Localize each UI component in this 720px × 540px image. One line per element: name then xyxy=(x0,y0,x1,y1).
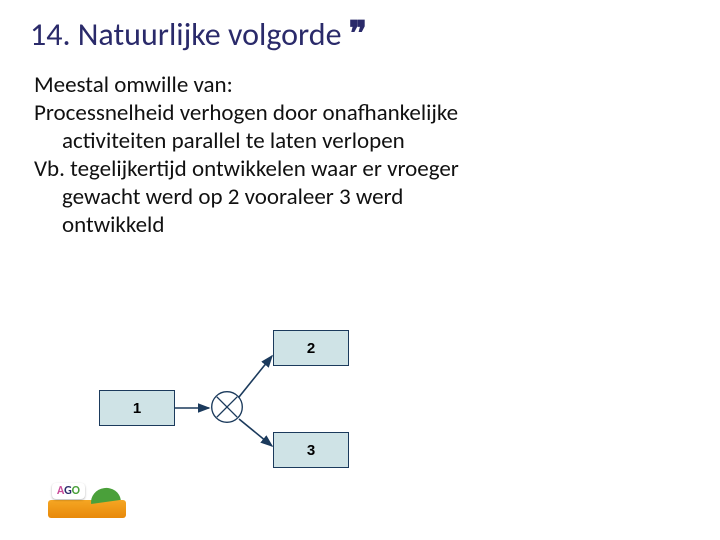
slide-title: 14. Natuurlijke volgorde ❞ xyxy=(30,14,690,55)
logo-bar xyxy=(48,500,126,518)
body-line: gewacht werd op 2 vooraleer 3 werd xyxy=(34,183,690,211)
flowchart-diagram: 1 2 3 xyxy=(75,320,435,480)
body-line: ontwikkeld xyxy=(34,211,690,239)
body-line: Meestal omwille van: xyxy=(34,71,690,99)
title-text: 14. Natuurlijke volgorde xyxy=(30,15,342,54)
body-line: Processnelheid verhogen door onafhankeli… xyxy=(34,99,690,127)
logo-letter-o: O xyxy=(72,484,80,498)
title-quote-icon: ❞ xyxy=(349,14,367,55)
logo-letter-g: G xyxy=(64,484,72,498)
body-line: Vb. tegelijkertijd ontwikkelen waar er v… xyxy=(34,155,690,183)
body-line: activiteiten parallel te laten verlopen xyxy=(34,127,690,155)
ago-logo: AGO xyxy=(48,482,126,518)
flow-arrows xyxy=(75,320,435,480)
body-text: Meestal omwille van: Processnelheid verh… xyxy=(30,71,690,239)
logo-badge: AGO xyxy=(52,483,85,499)
